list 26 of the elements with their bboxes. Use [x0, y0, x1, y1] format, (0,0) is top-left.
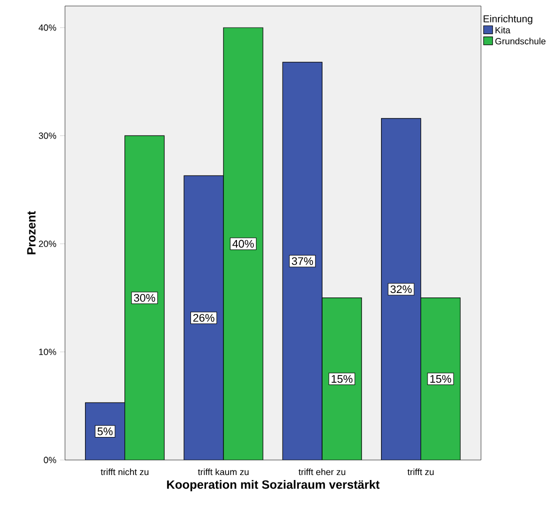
bar	[282, 62, 322, 460]
x-tick-label: trifft nicht zu	[100, 468, 148, 476]
y-tick-label: 10%	[39, 348, 56, 356]
bar	[85, 402, 126, 460]
legend-title: Einrichtung	[484, 15, 532, 24]
bar	[381, 118, 422, 460]
data-label: 40%	[232, 240, 254, 248]
data-label: 37%	[292, 257, 314, 265]
y-tick-label: 40%	[38, 24, 56, 31]
y-tick-label: 30%	[38, 132, 56, 139]
x-tick-label: trifft zu	[408, 468, 434, 476]
y-axis-title: Prozent	[27, 211, 36, 254]
data-label: 5%	[98, 427, 113, 436]
data-label: 32%	[390, 285, 412, 294]
legend-label: Kita	[496, 26, 510, 34]
data-label: 30%	[134, 294, 156, 302]
y-tick-label: 0%	[44, 456, 56, 464]
x-axis-title: Kooperation mit Sozialraum verstärkt	[167, 480, 380, 492]
y-tick-label: 20%	[38, 240, 56, 247]
data-label: 15%	[430, 375, 452, 383]
data-label: 15%	[332, 375, 352, 383]
data-label: 26%	[193, 314, 214, 322]
legend-label: Grundschule	[495, 38, 546, 44]
x-tick-label: trifft eher zu	[298, 468, 346, 476]
x-tick-label: trifft kaum zu	[198, 468, 249, 476]
bar	[184, 175, 224, 460]
